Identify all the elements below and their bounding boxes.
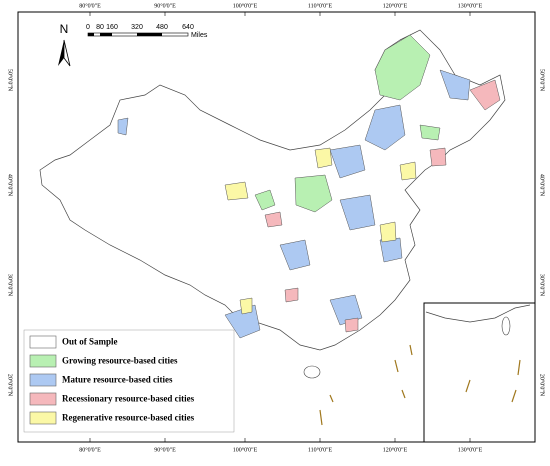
legend-label: Mature resource-based cities <box>62 375 173 385</box>
latitude-label: 50°0'0"N <box>539 69 546 92</box>
city-region <box>374 34 431 101</box>
city-region <box>364 104 406 151</box>
latitude-label: 50°0'0"N <box>7 69 14 92</box>
sea-boundary <box>319 344 521 426</box>
legend-swatch <box>29 373 57 387</box>
latitude-label: 20°0'0"N <box>539 374 546 397</box>
city-region <box>224 181 249 201</box>
longitude-label: 80°0'0"E <box>79 446 101 453</box>
longitude-label: 100°0'0"E <box>233 446 258 453</box>
city-region <box>329 294 363 326</box>
city-region <box>399 161 417 181</box>
longitude-label: 120°0'0"E <box>383 2 408 9</box>
longitude-label: 100°0'0"E <box>233 2 258 9</box>
longitude-label: 110°0'0"E <box>308 2 333 9</box>
city-region <box>469 79 501 111</box>
island <box>303 365 321 379</box>
legend-swatch <box>29 411 57 425</box>
city-region <box>329 144 366 179</box>
city-region <box>294 174 333 213</box>
legend-swatch <box>29 354 57 368</box>
scale-unit: Miles <box>191 32 208 39</box>
longitude-label: 80°0'0"E <box>79 2 101 9</box>
city-region <box>419 124 441 141</box>
north-arrow <box>58 40 64 66</box>
scale-label: 0 <box>86 24 90 31</box>
city-region <box>339 194 376 231</box>
regions <box>117 34 501 339</box>
north-arrow <box>63 39 71 67</box>
city-region <box>254 189 276 211</box>
scale-label: 160 <box>106 24 118 31</box>
legend-label: Regenerative resource-based cities <box>62 413 195 423</box>
city-region <box>439 69 471 101</box>
scale-label: 480 <box>156 24 168 31</box>
city-region <box>117 117 129 136</box>
longitude-label: 130°0'0"E <box>458 446 483 453</box>
inset-coast <box>425 304 531 323</box>
city-region <box>379 221 397 243</box>
scale-label: 80 <box>96 24 104 31</box>
scale-label: 640 <box>182 24 194 31</box>
legend-swatch <box>29 335 57 349</box>
longitude-label: 90°0'0"E <box>154 2 176 9</box>
legend <box>23 329 235 433</box>
city-region <box>264 211 283 228</box>
city-region <box>429 147 447 167</box>
latitude-label: 40°0'0"N <box>539 174 546 197</box>
city-region <box>279 239 311 271</box>
longitude-label: 110°0'0"E <box>308 446 333 453</box>
city-region <box>284 287 299 303</box>
legend-label: Recessionary resource-based cities <box>62 394 195 404</box>
latitude-label: 20°0'0"N <box>7 374 14 397</box>
legend-swatch <box>29 392 57 406</box>
city-region <box>344 317 359 333</box>
scale-label: 320 <box>131 24 143 31</box>
north-label: N <box>60 22 69 36</box>
latitude-label: 40°0'0"N <box>7 174 14 197</box>
longitude-label: 90°0'0"E <box>154 446 176 453</box>
latitude-label: 30°0'0"N <box>7 274 14 297</box>
scale-bar <box>87 32 189 37</box>
legend-label: Out of Sample <box>62 337 118 347</box>
latitude-label: 30°0'0"N <box>539 274 546 297</box>
longitude-label: 130°0'0"E <box>458 2 483 9</box>
city-region <box>239 297 253 315</box>
longitude-label: 120°0'0"E <box>383 446 408 453</box>
legend-label: Growing resource-based cities <box>62 356 178 366</box>
inset-frame <box>423 302 536 443</box>
island <box>501 316 511 336</box>
city-region <box>314 147 333 169</box>
